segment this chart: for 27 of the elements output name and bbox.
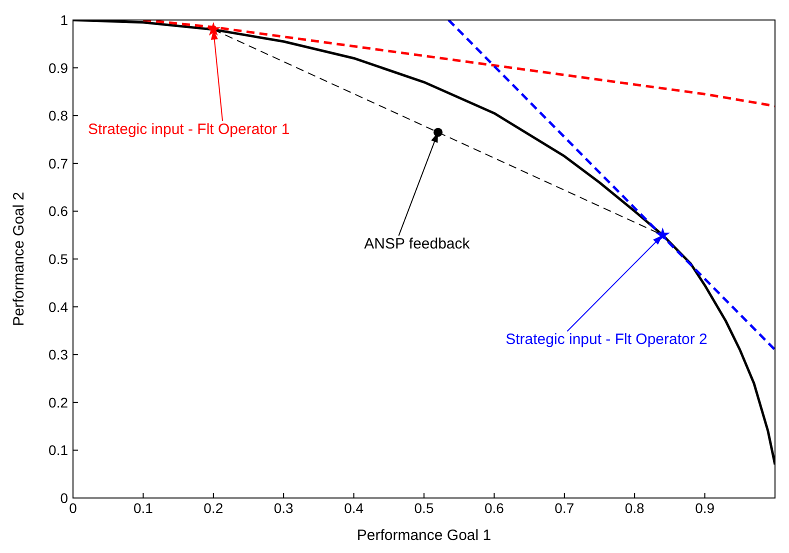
x-tick-label: 0.4 [344, 500, 364, 516]
point [206, 22, 221, 36]
y-tick-label: 0 [60, 490, 68, 506]
y-tick-label: 0.8 [48, 108, 68, 124]
y-tick-label: 0.4 [48, 298, 68, 315]
line-series [142, 20, 775, 108]
x-axis-title: Performance Goal 1 [356, 527, 492, 544]
x-tick-label: 0.6 [484, 500, 504, 516]
y-tick-label: 0.9 [48, 60, 68, 76]
y-tick-label: 0.1 [48, 442, 68, 458]
y-tick-label: 0.3 [48, 346, 68, 363]
x-tick-label: 0.1 [133, 500, 154, 516]
x-tick-label: 0.7 [554, 500, 574, 516]
y-tick-label: 1 [60, 12, 68, 28]
y-axis-title: Performance Goal 2 [10, 192, 28, 326]
annotation: Strategic input - Flt Operator 1 [88, 120, 290, 138]
annotation: Strategic input - Flt Operator 2 [506, 331, 708, 348]
x-tick-label: 0.3 [274, 500, 294, 516]
y-tick-label: 0.2 [48, 394, 68, 410]
y-tick-label: 0.5 [48, 250, 68, 267]
x-tick-label: 0.9 [695, 500, 715, 516]
x-tick-label: 0.2 [204, 500, 224, 516]
y-tick-label: 0.6 [48, 203, 68, 220]
y-tick-label: 0.7 [48, 155, 68, 172]
x-tick-label: 0.5 [414, 500, 434, 516]
annotation: ANSP feedback [364, 236, 470, 253]
x-tick-label: 0.8 [624, 500, 645, 516]
